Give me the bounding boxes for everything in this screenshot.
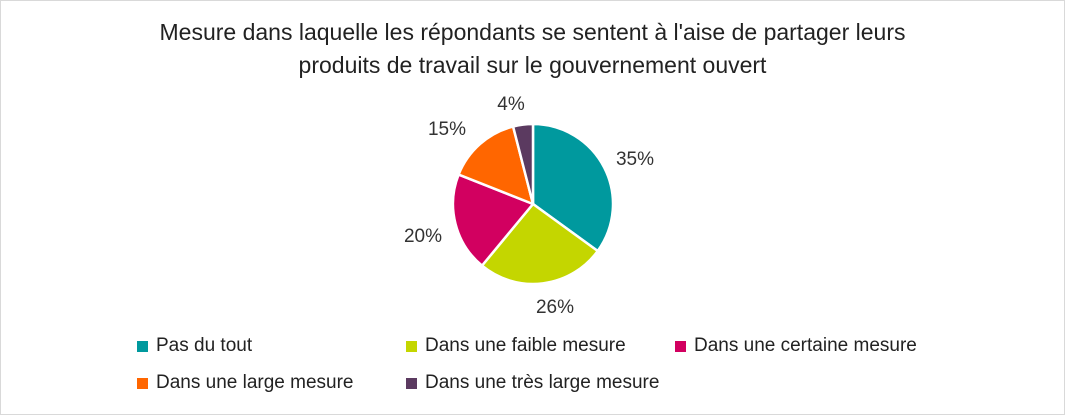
chart-title: Mesure dans laquelle les répondants se s… (0, 16, 1065, 82)
slice-label-3: 15% (428, 119, 466, 140)
pie-slice-0 (531, 122, 615, 253)
pie-slice-3 (457, 125, 535, 206)
slice-label-1: 26% (536, 297, 574, 318)
slice-label-0: 35% (616, 149, 654, 170)
slice-label-2: 20% (404, 226, 442, 247)
chart-title-line-2: produits de travail sur le gouvernement … (298, 52, 767, 78)
pie-slice-4 (511, 122, 535, 206)
chart-title-line-1: Mesure dans laquelle les répondants se s… (159, 19, 906, 45)
slice-label-4: 4% (497, 94, 525, 115)
pie-slice-1 (480, 202, 599, 286)
